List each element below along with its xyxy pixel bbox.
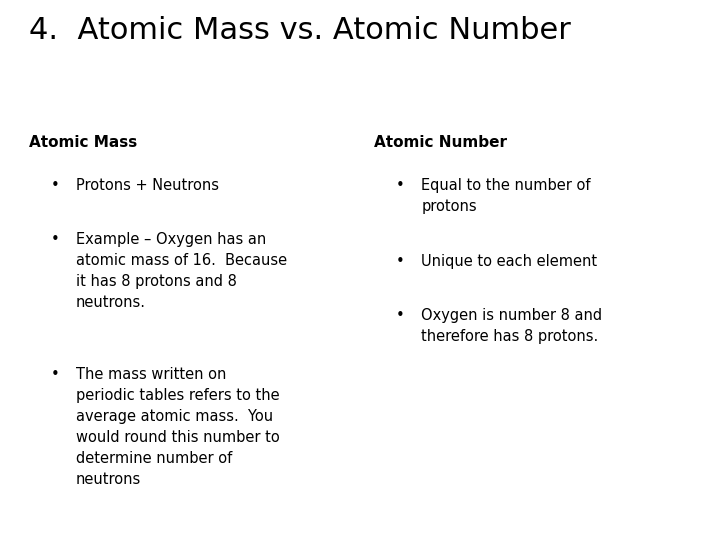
Text: 4.  Atomic Mass vs. Atomic Number: 4. Atomic Mass vs. Atomic Number (29, 16, 571, 45)
Text: Example – Oxygen has an
atomic mass of 16.  Because
it has 8 protons and 8
neutr: Example – Oxygen has an atomic mass of 1… (76, 232, 287, 310)
Text: The mass written on
periodic tables refers to the
average atomic mass.  You
woul: The mass written on periodic tables refe… (76, 367, 279, 487)
Text: Protons + Neutrons: Protons + Neutrons (76, 178, 219, 193)
Text: Atomic Mass: Atomic Mass (29, 135, 137, 150)
Text: •: • (396, 178, 405, 193)
Text: Equal to the number of
protons: Equal to the number of protons (421, 178, 590, 214)
Text: •: • (50, 367, 59, 382)
Text: •: • (50, 178, 59, 193)
Text: Oxygen is number 8 and
therefore has 8 protons.: Oxygen is number 8 and therefore has 8 p… (421, 308, 603, 344)
Text: •: • (50, 232, 59, 247)
Text: •: • (396, 254, 405, 269)
Text: Unique to each element: Unique to each element (421, 254, 598, 269)
Text: •: • (396, 308, 405, 323)
Text: Atomic Number: Atomic Number (374, 135, 508, 150)
